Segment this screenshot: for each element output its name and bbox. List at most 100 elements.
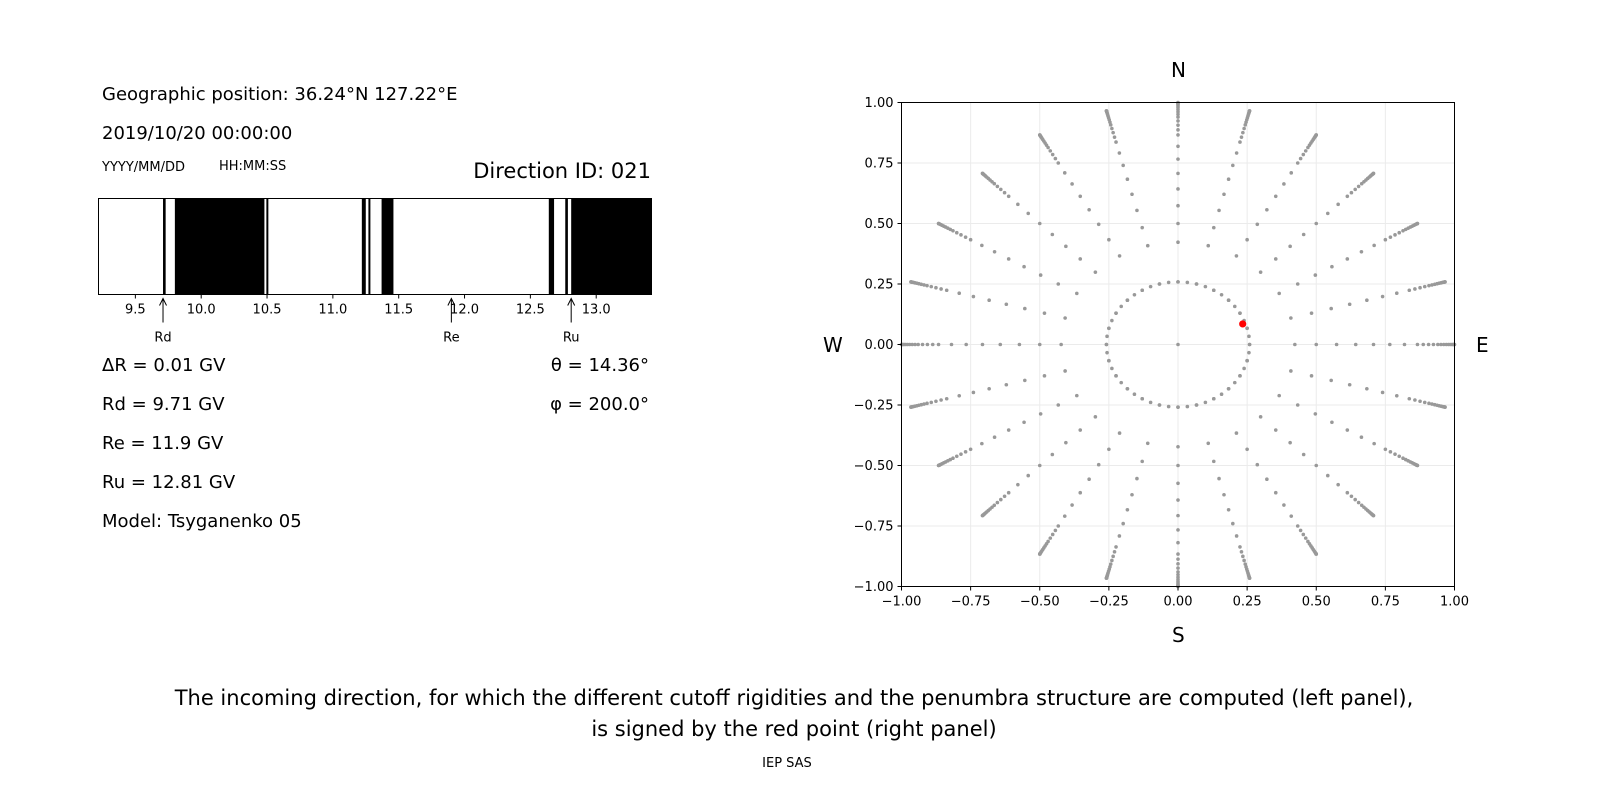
direction-point [1105,350,1109,355]
direction-point [1132,392,1137,396]
marker-label-rd: Rd [154,331,171,346]
direction-point [1112,135,1117,139]
direction-point [1006,428,1011,432]
direction-point [1038,412,1043,416]
direction-point [1110,366,1114,371]
direction-point [1372,441,1376,446]
direction-point [1176,562,1180,566]
direction-point [934,285,938,290]
direction-point [1407,288,1412,293]
direction-point [936,463,941,468]
direction-point [1078,490,1083,495]
direction-point [1427,283,1431,288]
marker-label-re: Re [443,331,459,346]
direction-point [1203,284,1208,289]
direction-point [987,386,991,391]
direction-point [995,184,1000,189]
direction-point [1176,187,1180,191]
direction-point [1388,450,1393,454]
west-label: W [823,333,843,357]
direction-point [1232,380,1237,385]
ru-value: Ru = 12.81 GV [102,472,236,493]
direction-point [925,283,929,288]
direction-point [1239,135,1244,139]
direction-point [980,513,985,518]
direction-point [963,235,968,239]
direction-point [1265,207,1269,212]
direction-point [1176,144,1180,149]
direction-point [1397,454,1402,459]
direction-point [1130,492,1134,497]
direction-point [1140,459,1145,464]
direction-point [1330,420,1334,425]
direction-point [1087,207,1091,212]
direction-point [1336,202,1340,207]
direction-point [1114,311,1118,315]
direction-point [1371,171,1376,176]
y-tick-label: −0.50 [854,459,894,474]
direction-point [1056,161,1061,165]
direction-point [1006,257,1011,261]
direction-point [1110,126,1114,131]
direction-point [1222,192,1226,197]
direction-point [1176,481,1180,486]
direction-point [1277,393,1281,398]
direction-point [1096,462,1101,467]
direction-point [998,342,1003,347]
direction-point [1176,498,1180,502]
direction-point [1441,342,1446,347]
direction-point [1356,500,1361,505]
y-tick-label: 0.50 [865,217,894,232]
direction-point [1176,133,1180,137]
direction-point [1314,221,1319,226]
direction-point [925,342,930,347]
direction-point [1422,284,1427,289]
direction-point [1078,194,1083,199]
caption-line-2: is signed by the red point (right panel) [591,717,997,741]
direction-point [1217,208,1221,213]
direction-point [1176,112,1180,117]
direction-point [1345,257,1350,261]
direction-point [1289,171,1294,175]
selected-direction-point [1239,320,1247,328]
direction-point [1050,232,1055,237]
direction-point [1114,374,1118,378]
direction-point [1289,514,1294,518]
direction-point [1415,463,1420,468]
direction-point [1145,441,1150,446]
direction-point [1016,202,1020,207]
direction-point [980,171,985,176]
direction-point [968,447,973,452]
direction-point [1002,190,1007,195]
direction-point [1064,244,1068,249]
direction-point [1107,447,1111,452]
direction-point [1245,237,1249,242]
direction-point [1050,452,1055,457]
direction-point [1206,441,1211,446]
direction-point [992,435,997,439]
direction-point [1247,576,1252,581]
direction-point [934,399,938,404]
direction-point [1157,282,1162,286]
direction-point [1234,431,1239,435]
datetime: 2019/10/20 00:00:00 [102,123,293,144]
direction-point [936,221,941,226]
direction-point [1443,405,1447,409]
direction-point [1273,490,1278,495]
direction-point [1231,521,1235,526]
direction-point [1247,342,1252,347]
direction-point [1062,514,1067,518]
x-tick-label: 10.5 [253,303,282,318]
direction-point [1380,390,1385,395]
direction-point [1125,177,1130,182]
direction-point [1273,428,1278,432]
direction-point [1359,435,1364,439]
direction-point [1166,280,1171,285]
x-tick-label: 10.0 [187,303,216,318]
direction-point [1111,554,1115,559]
direction-point [1145,243,1150,248]
direction-point [1093,270,1098,274]
direction-point [1232,304,1237,309]
direction-point [1325,473,1330,478]
time-format-label: HH:MM:SS [219,159,287,174]
